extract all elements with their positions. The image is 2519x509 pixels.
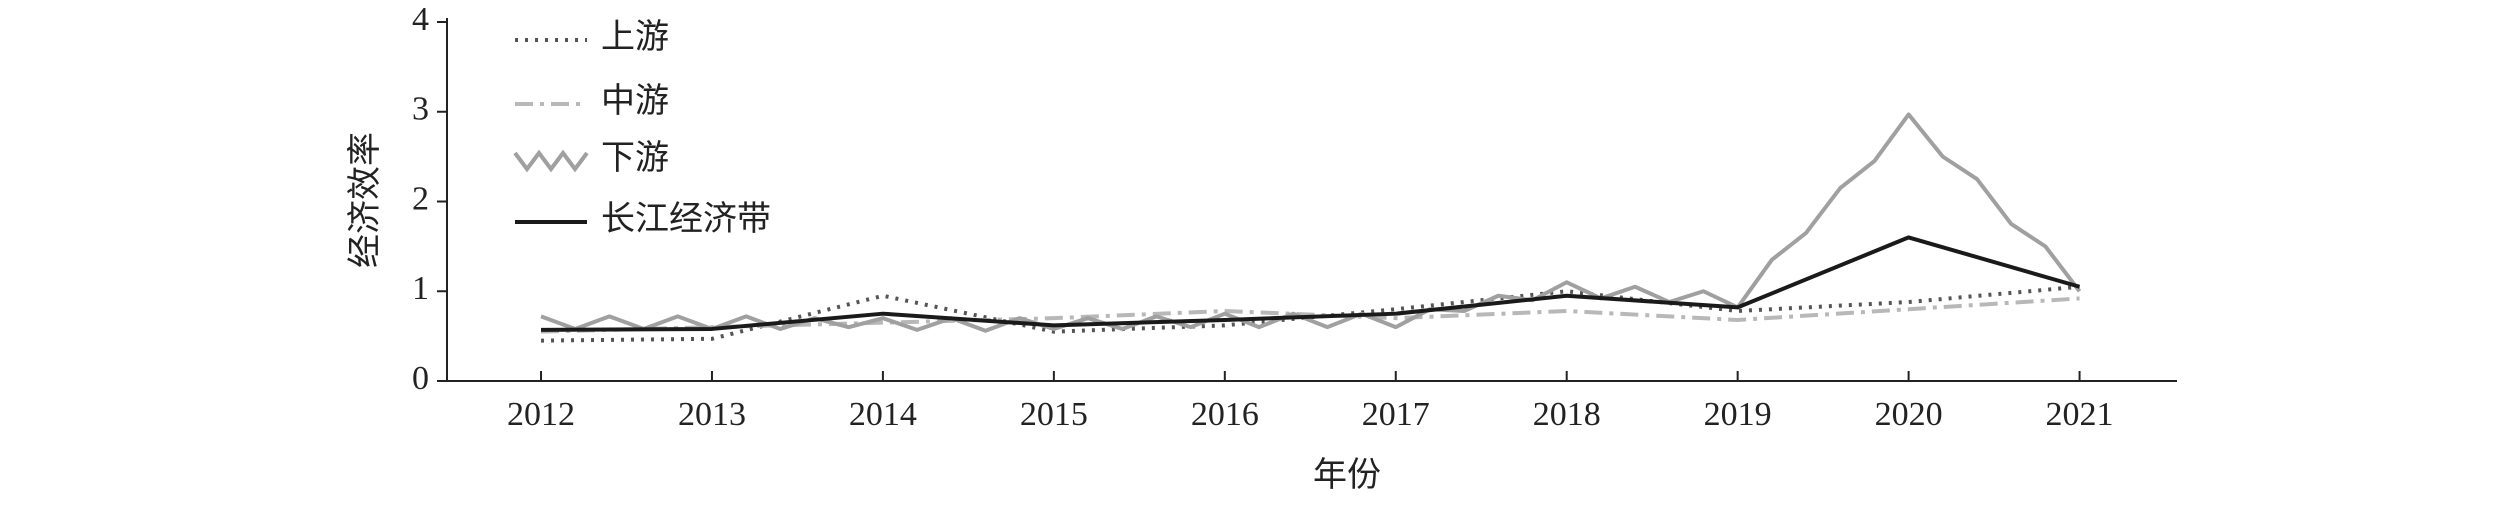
x-axis-title: 年份 xyxy=(1313,456,1381,494)
x-tick-label: 2012 xyxy=(507,396,575,433)
x-tick-label: 2016 xyxy=(1191,396,1259,433)
y-tick-label: 0 xyxy=(412,360,429,397)
y-tick-label: 3 xyxy=(412,91,429,128)
x-tick-label: 2020 xyxy=(1875,396,1943,433)
x-tick-label: 2014 xyxy=(849,396,917,433)
x-tick-label: 2017 xyxy=(1362,396,1430,433)
series-line xyxy=(541,235,2081,332)
legend-swatch xyxy=(513,149,589,173)
x-tick-label: 2015 xyxy=(1020,396,1088,433)
legend-label: 长江经济带 xyxy=(601,200,771,238)
legend-label: 中游 xyxy=(601,82,669,120)
x-tick-label: 2013 xyxy=(678,396,746,433)
y-axis-title: 经济效率 xyxy=(346,132,384,268)
legend-label: 上游 xyxy=(601,18,669,56)
legend-label: 下游 xyxy=(601,139,669,177)
series-line xyxy=(540,112,2082,333)
y-tick-label: 2 xyxy=(412,180,429,217)
x-tick-label: 2019 xyxy=(1704,396,1772,433)
x-tick-label: 2021 xyxy=(2046,396,2114,433)
y-tick-label: 4 xyxy=(412,1,429,38)
x-tick-label: 2018 xyxy=(1533,396,1601,433)
y-tick-label: 1 xyxy=(412,270,429,307)
